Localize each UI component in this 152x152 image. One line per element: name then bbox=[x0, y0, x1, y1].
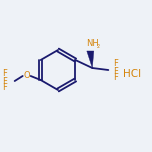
Text: F: F bbox=[113, 59, 118, 69]
Text: NH: NH bbox=[86, 40, 99, 48]
Text: HCl: HCl bbox=[123, 69, 141, 79]
Text: F: F bbox=[2, 76, 7, 85]
Text: F: F bbox=[113, 74, 118, 83]
Text: O: O bbox=[23, 71, 30, 81]
Text: F: F bbox=[2, 69, 7, 78]
Polygon shape bbox=[87, 51, 94, 68]
Text: F: F bbox=[113, 67, 118, 76]
Text: 2: 2 bbox=[96, 43, 99, 48]
Text: F: F bbox=[2, 83, 7, 93]
